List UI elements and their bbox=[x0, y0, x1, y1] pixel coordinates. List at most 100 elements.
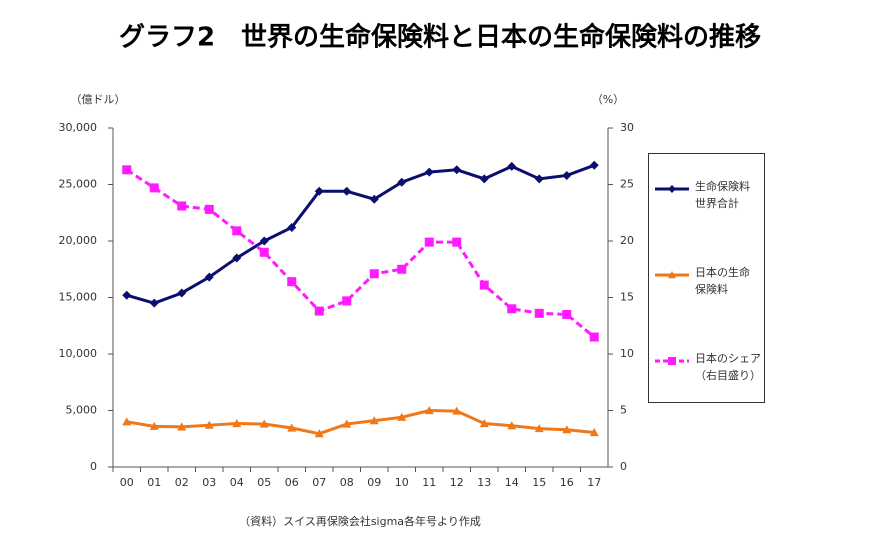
x-tick-label: 02 bbox=[175, 476, 189, 489]
x-tick-label: 00 bbox=[120, 476, 134, 489]
marker bbox=[534, 424, 544, 433]
x-tick-label: 01 bbox=[147, 476, 161, 489]
series-line bbox=[125, 168, 596, 339]
legend-label: 日本の生命 保険料 bbox=[695, 266, 750, 296]
marker bbox=[479, 280, 489, 290]
marker bbox=[314, 186, 324, 196]
y-tick-label: 0 bbox=[90, 460, 97, 473]
marker bbox=[479, 418, 489, 428]
marker bbox=[397, 177, 407, 187]
marker bbox=[562, 309, 572, 319]
marker bbox=[122, 417, 132, 426]
marker bbox=[589, 428, 599, 437]
marker bbox=[287, 222, 297, 232]
marker bbox=[479, 174, 489, 184]
marker bbox=[149, 298, 159, 308]
x-tick-label: 09 bbox=[367, 476, 381, 489]
marker bbox=[232, 253, 242, 263]
x-tick-label: 08 bbox=[340, 476, 354, 489]
x-tick-label: 15 bbox=[532, 476, 546, 489]
marker bbox=[259, 419, 269, 428]
marker bbox=[397, 264, 407, 274]
marker bbox=[424, 406, 434, 415]
legend-label: 日本のシェア （右目盛り） bbox=[695, 352, 761, 382]
marker bbox=[287, 423, 297, 432]
marker bbox=[314, 429, 324, 438]
x-tick-label: 17 bbox=[587, 476, 601, 489]
marker bbox=[452, 165, 462, 175]
marker bbox=[369, 194, 379, 204]
marker bbox=[589, 332, 599, 342]
y-tick-label: 20,000 bbox=[59, 234, 98, 247]
marker bbox=[259, 236, 269, 246]
marker bbox=[668, 271, 676, 279]
series-line bbox=[126, 163, 595, 305]
y2-tick-label: 0 bbox=[620, 460, 627, 473]
marker bbox=[149, 421, 159, 430]
y-tick-label: 30,000 bbox=[59, 121, 98, 134]
marker bbox=[177, 422, 187, 431]
legend-item: 生命保険料 世界合計 bbox=[653, 178, 763, 218]
y2-tick-label: 15 bbox=[620, 291, 634, 304]
y-tick-label: 25,000 bbox=[59, 178, 98, 191]
x-tick-label: 11 bbox=[422, 476, 436, 489]
marker bbox=[342, 419, 352, 428]
marker bbox=[204, 204, 214, 214]
marker bbox=[232, 226, 242, 236]
legend-item: 日本のシェア （右目盛り） bbox=[653, 350, 763, 390]
marker bbox=[424, 237, 434, 247]
y-tick-label: 5,000 bbox=[66, 404, 98, 417]
marker bbox=[204, 420, 214, 429]
marker bbox=[589, 160, 599, 170]
marker bbox=[668, 185, 676, 193]
x-tick-label: 04 bbox=[230, 476, 244, 489]
x-tick-label: 10 bbox=[395, 476, 409, 489]
marker bbox=[314, 306, 324, 316]
marker bbox=[342, 296, 352, 306]
y2-tick-label: 25 bbox=[620, 178, 634, 191]
legend: 生命保険料 世界合計 日本の生命 保険料 日本のシェア （右目盛り） bbox=[648, 153, 765, 403]
x-tick-label: 16 bbox=[560, 476, 574, 489]
chart-title: グラフ2 世界の生命保険料と日本の生命保険料の推移 bbox=[119, 22, 761, 53]
x-tick-label: 06 bbox=[285, 476, 299, 489]
marker bbox=[369, 416, 379, 425]
x-tick-label: 07 bbox=[312, 476, 326, 489]
legend-swatch bbox=[655, 357, 689, 365]
marker bbox=[562, 425, 572, 434]
x-tick-label: 05 bbox=[257, 476, 271, 489]
marker bbox=[424, 167, 434, 177]
y2-tick-label: 10 bbox=[620, 347, 634, 360]
x-tick-label: 12 bbox=[450, 476, 464, 489]
y-tick-label: 10,000 bbox=[59, 347, 98, 360]
x-tick-label: 03 bbox=[202, 476, 216, 489]
legend-label: 生命保険料 世界合計 bbox=[695, 180, 750, 210]
series-line bbox=[126, 408, 595, 436]
y2-axis-label: （%） bbox=[592, 93, 624, 106]
marker bbox=[177, 201, 187, 211]
y-tick-label: 15,000 bbox=[59, 291, 98, 304]
marker bbox=[369, 269, 379, 279]
x-tick-label: 14 bbox=[505, 476, 519, 489]
marker bbox=[668, 357, 676, 365]
y2-tick-label: 20 bbox=[620, 234, 634, 247]
marker bbox=[562, 170, 572, 180]
marker bbox=[122, 165, 132, 175]
legend-swatch bbox=[655, 271, 689, 279]
y2-tick-label: 30 bbox=[620, 121, 634, 134]
marker bbox=[507, 161, 517, 171]
marker bbox=[534, 174, 544, 184]
legend-item: 日本の生命 保険料 bbox=[653, 264, 763, 304]
marker bbox=[342, 186, 352, 196]
marker bbox=[534, 308, 544, 318]
marker bbox=[507, 421, 517, 430]
marker bbox=[507, 304, 517, 314]
marker bbox=[452, 406, 462, 415]
y-axis-label: （億ドル） bbox=[71, 93, 126, 106]
marker bbox=[232, 418, 242, 428]
source-note: （資料）スイス再保険会社sigma各年号より作成 bbox=[239, 514, 481, 528]
marker bbox=[287, 277, 297, 287]
x-tick-label: 13 bbox=[477, 476, 491, 489]
marker bbox=[149, 183, 159, 193]
